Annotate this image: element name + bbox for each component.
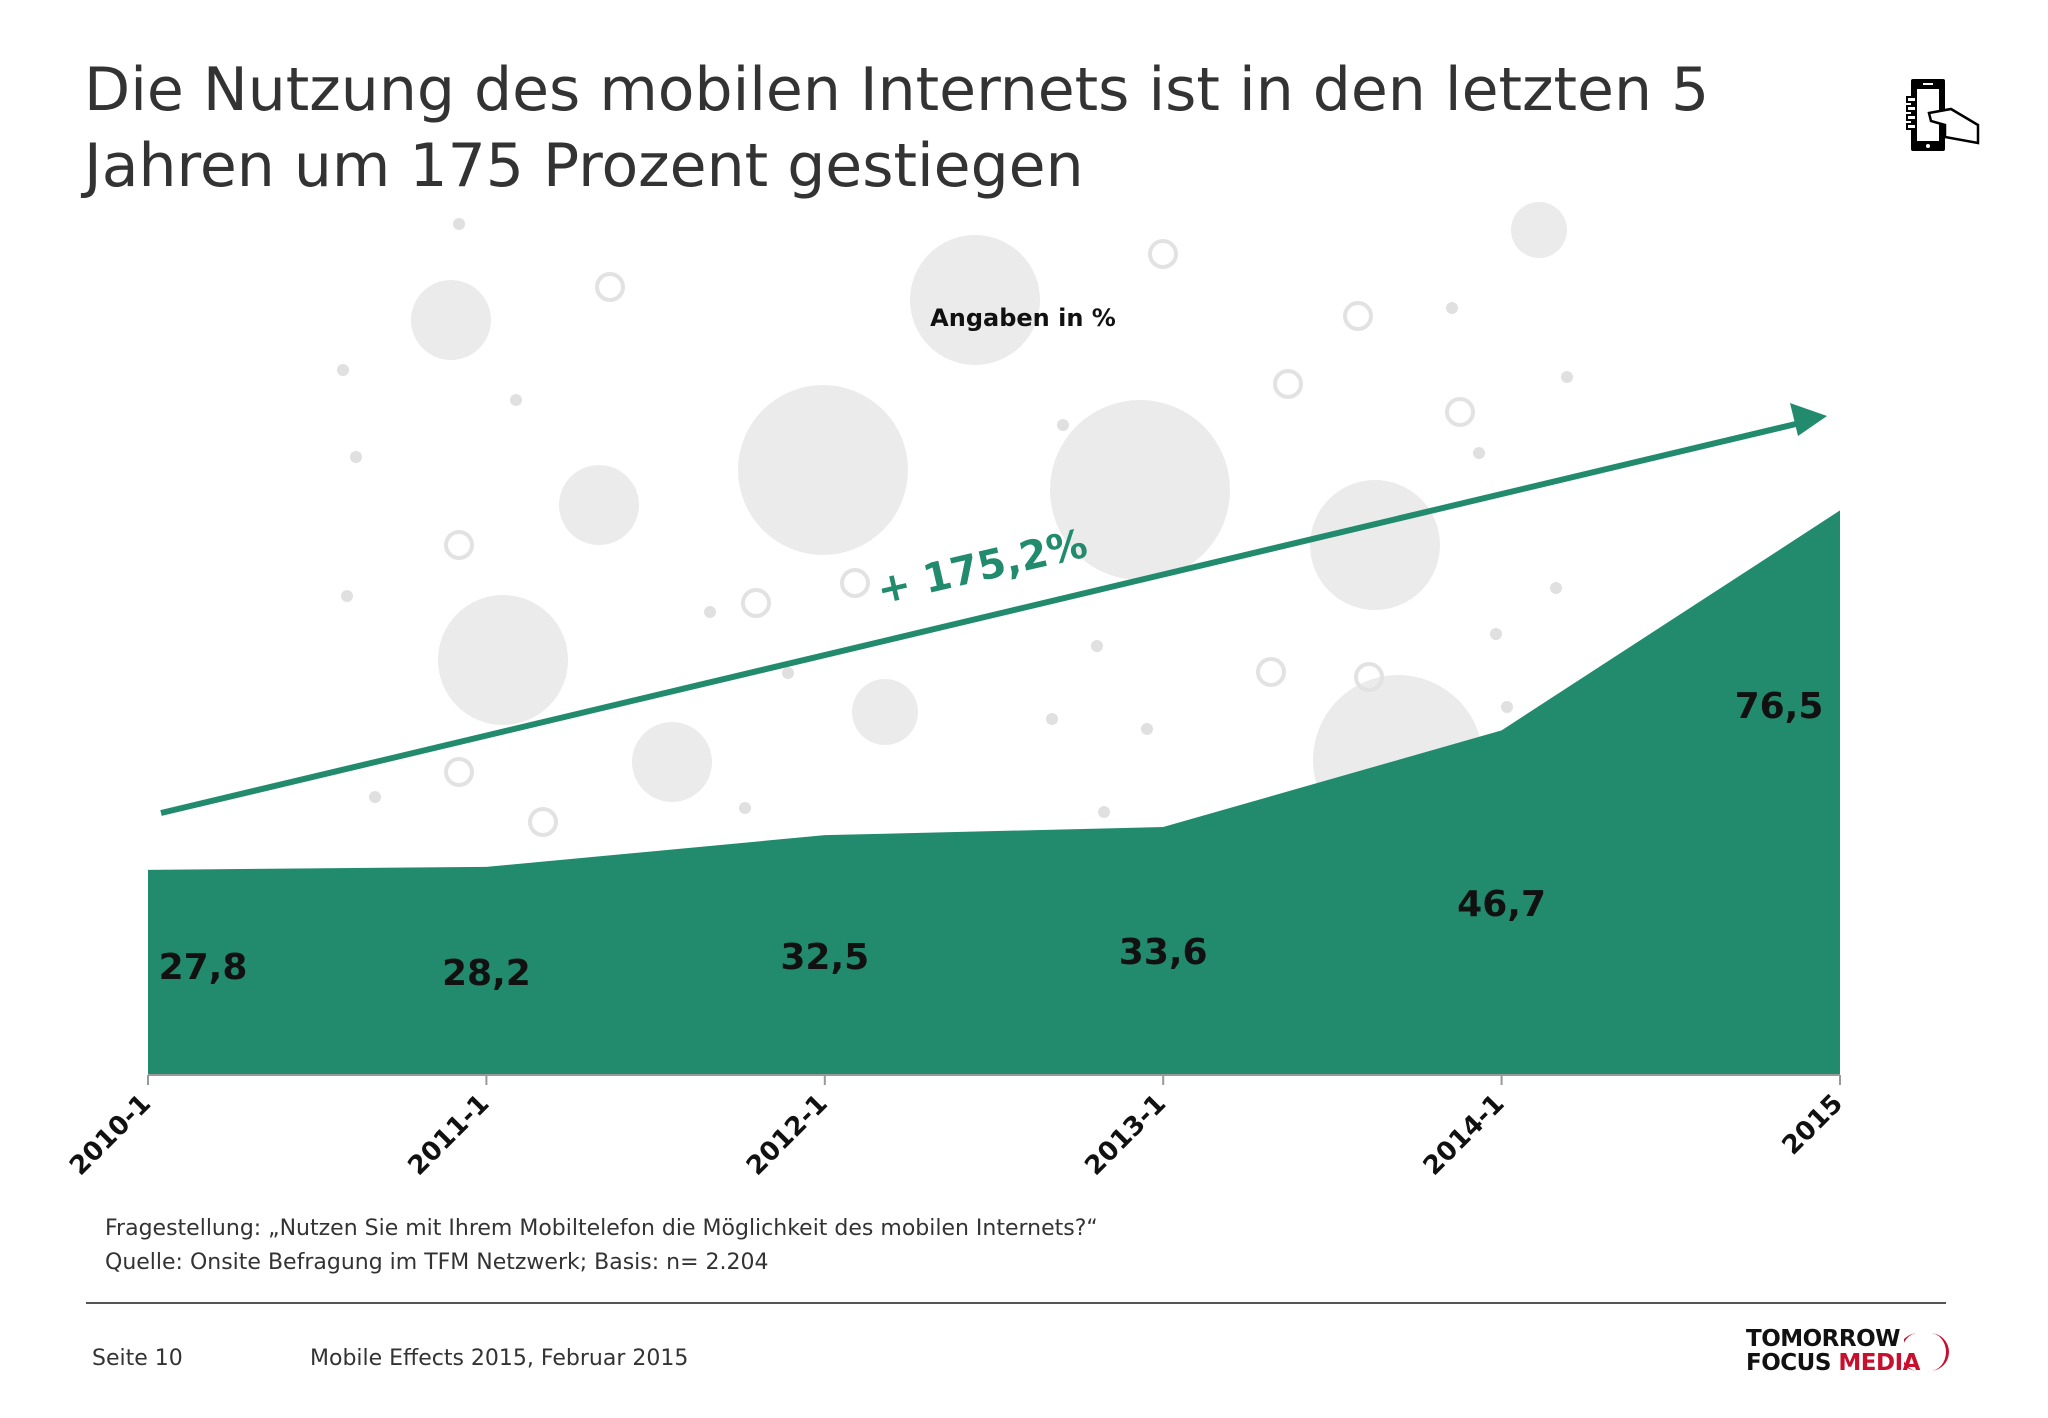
background-dot (1057, 419, 1069, 431)
background-circle (1310, 480, 1440, 610)
background-dot (369, 791, 381, 803)
trend-arrow-head-icon (1790, 403, 1827, 436)
background-dot (1550, 582, 1562, 594)
footnote-source: Quelle: Onsite Befragung im TFM Netzwerk… (105, 1250, 769, 1275)
background-ring (840, 568, 870, 598)
background-dot (1091, 640, 1103, 652)
background-dot (1490, 628, 1502, 640)
background-dot (1141, 723, 1153, 735)
background-ring (1445, 397, 1475, 427)
background-ring (595, 272, 625, 302)
background-dot (453, 218, 465, 230)
background-ring (1343, 301, 1373, 331)
background-circle (738, 385, 908, 555)
x-tick-label: 2015 (1777, 1089, 1849, 1161)
background-ring (444, 757, 474, 787)
x-tick-label: 2010-1 (64, 1089, 157, 1182)
background-dot (1561, 371, 1573, 383)
background-dot (337, 364, 349, 376)
background-dot (1473, 447, 1485, 459)
background-dot (1098, 806, 1110, 818)
background-dot (782, 667, 794, 679)
footer-divider (86, 1302, 1946, 1304)
x-tick-label: 2012-1 (741, 1089, 834, 1182)
data-label: 33,6 (1119, 932, 1208, 973)
area-series (148, 510, 1840, 1075)
background-dot (350, 451, 362, 463)
x-tick-label: 2011-1 (403, 1089, 496, 1182)
page-number: Seite 10 (92, 1346, 183, 1371)
data-label: 32,5 (780, 937, 869, 978)
background-ring (1148, 239, 1178, 269)
background-circle (910, 235, 1040, 365)
background-circle (411, 280, 491, 360)
background-circle (438, 595, 568, 725)
data-label: 46,7 (1457, 884, 1546, 925)
background-circle (1511, 202, 1567, 258)
data-label: 76,5 (1735, 686, 1824, 727)
background-ring (1273, 369, 1303, 399)
background-circle (632, 722, 712, 802)
x-tick-label: 2013-1 (1079, 1089, 1172, 1182)
x-tick-label: 2014-1 (1418, 1089, 1511, 1182)
background-dot (704, 606, 716, 618)
chart-subtitle: Angaben in % (930, 304, 1116, 332)
background-dot (1046, 713, 1058, 725)
background-ring (741, 588, 771, 618)
report-name: Mobile Effects 2015, Februar 2015 (310, 1346, 689, 1371)
background-ring (528, 807, 558, 837)
data-label: 27,8 (159, 947, 248, 988)
logo-line2b: MEDIA (1838, 1350, 1920, 1376)
logo-crescent-icon (1904, 1333, 1949, 1371)
logo-line2a: FOCUS (1746, 1350, 1831, 1376)
trend-arrow-line (160, 420, 1801, 816)
background-circle (852, 679, 918, 745)
footnote-question: Fragestellung: „Nutzen Sie mit Ihrem Mob… (105, 1216, 1098, 1241)
background-ring (1256, 657, 1286, 687)
background-dot (341, 590, 353, 602)
background-dot (510, 394, 522, 406)
company-logo: TOMORROW FOCUS MEDIA (1746, 1325, 1956, 1375)
hand-holding-smartphone-icon (1906, 79, 1980, 151)
background-dot (739, 802, 751, 814)
background-dot (1501, 701, 1513, 713)
page-title: Die Nutzung des mobilen Internets ist in… (84, 55, 1710, 201)
background-ring (1354, 662, 1384, 692)
background-ring (444, 530, 474, 560)
background-dot (1446, 302, 1458, 314)
background-circle (559, 465, 639, 545)
background-circle (1050, 400, 1230, 580)
data-label: 28,2 (442, 953, 531, 994)
logo-line1: TOMORROW (1746, 1326, 1901, 1352)
